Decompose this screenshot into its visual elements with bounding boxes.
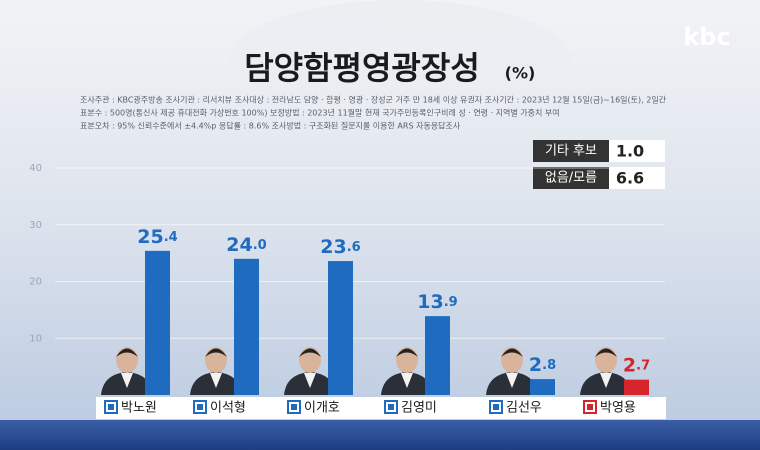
logo: kbc xyxy=(683,23,730,51)
value-label: 2.8 xyxy=(529,354,556,376)
other-value: 6.6 xyxy=(616,169,644,188)
other-value: 1.0 xyxy=(616,142,644,161)
bar xyxy=(425,316,450,395)
party-icon-inner xyxy=(197,404,203,410)
x-tick-label: 박노원 xyxy=(121,401,157,416)
x-tick-label: 박영용 xyxy=(600,401,636,416)
party-icon-inner xyxy=(388,404,394,410)
survey-note: 표본오차 : 95% 신뢰수준에서 ±4.4%p 응답률 : 8.6% 조사방법… xyxy=(80,121,461,131)
bottom-band xyxy=(0,420,760,450)
portrait-shirt xyxy=(210,373,222,388)
other-label: 없음/모름 xyxy=(545,171,597,186)
value-label: 25.4 xyxy=(137,225,177,247)
party-icon-inner xyxy=(493,404,499,410)
portrait-hair xyxy=(116,348,138,357)
name-strip xyxy=(96,397,666,419)
bar xyxy=(234,258,259,395)
portrait-hair xyxy=(299,348,321,357)
y-tick-label: 40 xyxy=(29,163,42,174)
x-tick-label: 이개호 xyxy=(304,401,340,416)
portrait-hair xyxy=(396,348,418,357)
portrait-hair xyxy=(595,348,617,357)
other-label-box xyxy=(533,140,609,162)
portrait-shirt xyxy=(304,373,316,388)
x-tick-label: 김영미 xyxy=(401,401,437,416)
bar xyxy=(328,261,353,395)
portrait-shirt xyxy=(121,373,133,388)
building-silhouette xyxy=(230,0,570,120)
y-tick-label: 20 xyxy=(29,277,42,288)
party-icon-inner xyxy=(291,404,297,410)
other-label-box xyxy=(533,167,609,189)
survey-note: 표본수 : 500명(통신사 제공 휴대전화 가상번호 100%) 보정방법 :… xyxy=(80,108,560,118)
other-responses: 기타 후보 1.0 없음/모름 6.6 xyxy=(533,140,665,189)
chart-title: 담양함평영광장성 xyxy=(244,49,480,87)
other-label: 기타 후보 xyxy=(545,144,597,159)
other-value-box xyxy=(609,140,665,162)
party-icon-inner xyxy=(108,404,114,410)
portrait-shirt xyxy=(506,373,518,388)
survey-note: 조사주관 : KBC광주방송 조사기관 : 리서치뷰 조사대상 : 전라남도 담… xyxy=(80,95,667,105)
party-icon-inner xyxy=(587,404,593,410)
unit-label: (%) xyxy=(505,64,536,83)
y-tick-label: 30 xyxy=(29,220,42,231)
bar xyxy=(624,379,649,395)
portrait-shirt xyxy=(600,373,612,388)
value-label: 23.6 xyxy=(320,236,360,258)
other-value-box xyxy=(609,167,665,189)
x-tick-label: 김선우 xyxy=(506,401,542,416)
portrait-hair xyxy=(501,348,523,357)
portrait-hair xyxy=(205,348,227,357)
value-label: 13.9 xyxy=(417,291,457,313)
bar xyxy=(145,250,170,395)
bar xyxy=(530,379,555,395)
value-label: 24.0 xyxy=(226,233,266,255)
y-tick-label: 10 xyxy=(29,333,42,344)
portrait-shirt xyxy=(401,373,413,388)
x-tick-label: 이석형 xyxy=(210,401,246,416)
value-label: 2.7 xyxy=(623,354,650,376)
